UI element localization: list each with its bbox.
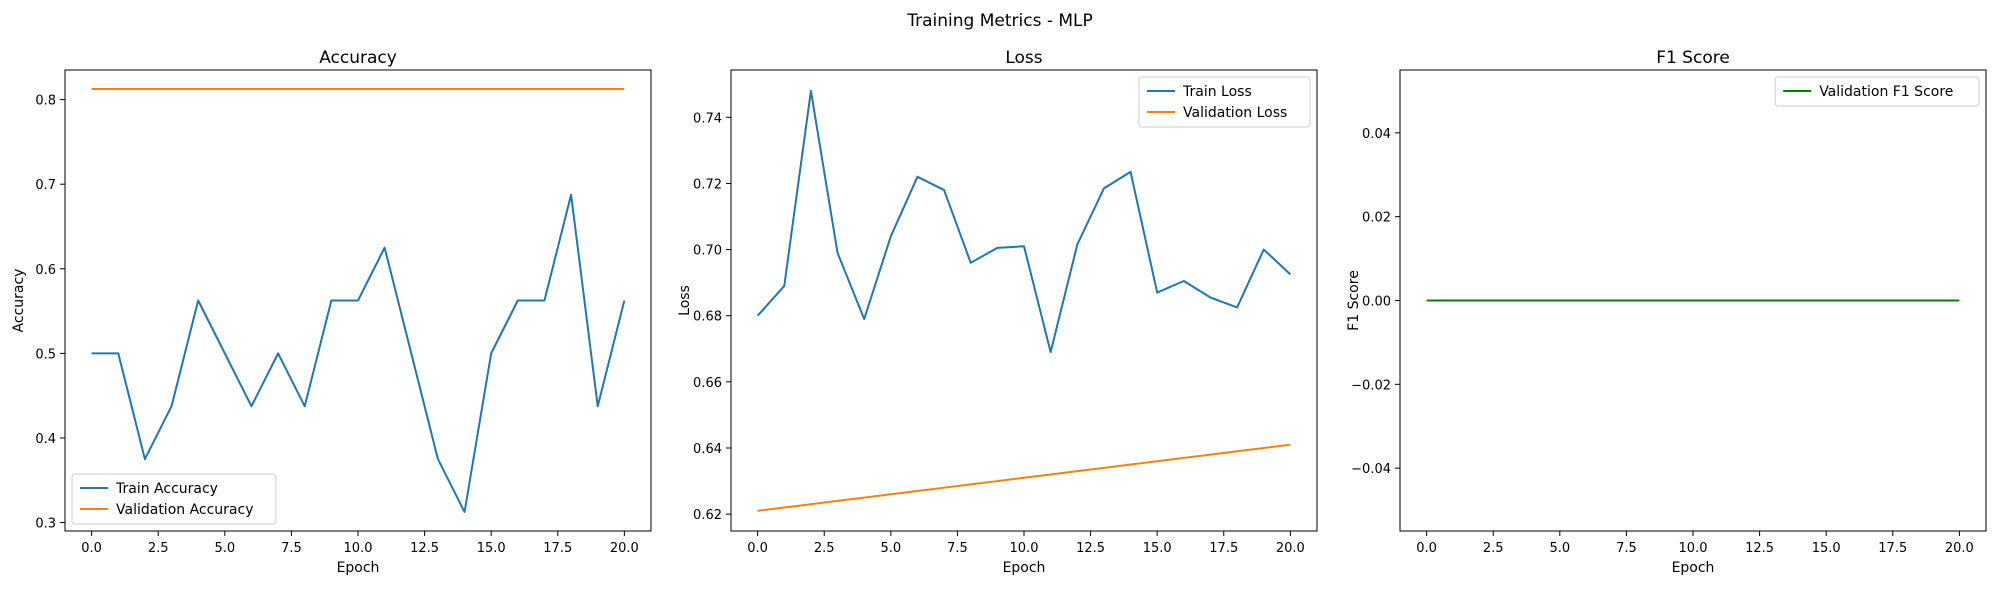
y-axis-label: F1 Score — [1346, 270, 1362, 331]
y-tick-label: 0.66 — [693, 376, 722, 391]
y-tick-label: 0.7 — [35, 178, 56, 193]
y-axis-label: Accuracy — [11, 269, 27, 333]
x-tick-label: 7.5 — [1616, 541, 1637, 556]
x-tick-label: 5.0 — [1549, 541, 1570, 556]
y-tick-label: 0.4 — [35, 432, 56, 447]
panel-title: Accuracy — [319, 48, 397, 68]
y-tick-label: 0.64 — [693, 442, 722, 457]
x-tick-label: 0.0 — [1416, 541, 1437, 556]
x-tick-label: 15.0 — [1143, 541, 1172, 556]
legend-entry: Train Loss — [1182, 84, 1252, 100]
x-axis-label: Epoch — [1003, 560, 1046, 576]
x-tick-label: 17.5 — [1878, 541, 1907, 556]
y-tick-label: 0.72 — [693, 177, 722, 192]
x-tick-label: 0.0 — [81, 541, 102, 556]
x-tick-label: 20.0 — [610, 541, 639, 556]
x-tick-label: 12.5 — [1745, 541, 1774, 556]
y-tick-label: 0.70 — [693, 244, 722, 259]
chart-panel-3: F1 Score 0.0 2.5 5.0 7.5 10.0 12.5 15.0 17.5 20.0… — [1346, 48, 1987, 576]
series-lines — [756, 89, 1292, 512]
legend-entry: Validation F1 Score — [1819, 84, 1953, 100]
panels: Accuracy 0.0 2.5 5.0 7.5 10.0 12.5 15.0 17.5 20.0… — [11, 48, 1987, 576]
legend-box — [71, 473, 277, 525]
legend-entry: Validation Loss — [1183, 105, 1287, 121]
x-tick-label: 10.0 — [344, 541, 373, 556]
legend: Train Accuracy Validation Accuracy — [71, 473, 277, 525]
y-tick-label: 0.6 — [35, 263, 56, 278]
panel-title: Loss — [1005, 48, 1042, 68]
x-tick-label: 2.5 — [1483, 541, 1504, 556]
legend: Train Loss Validation Loss — [1138, 76, 1311, 128]
legend-box — [1138, 76, 1311, 128]
y-tick-label: 0.00 — [1362, 295, 1391, 310]
y-tick-label: 0.02 — [1362, 211, 1391, 226]
series-line-1 — [756, 89, 1292, 354]
x-tick-label: 2.5 — [814, 541, 835, 556]
x-tick-label: 7.5 — [947, 541, 968, 556]
x-tick-label: 10.0 — [1679, 541, 1708, 556]
y-tick-label: 0.5 — [35, 347, 56, 362]
x-tick-label: 20.0 — [1945, 541, 1974, 556]
x-axis-label: Epoch — [337, 560, 380, 576]
y-tick-label: −0.02 — [1351, 378, 1391, 393]
x-tick-label: 0.0 — [747, 541, 768, 556]
x-tick-label: 12.5 — [1076, 541, 1105, 556]
x-tick-label: 2.5 — [148, 541, 169, 556]
x-tick-label: 12.5 — [410, 541, 439, 556]
y-tick-label: 0.74 — [693, 111, 722, 126]
panel-title: F1 Score — [1656, 48, 1730, 68]
x-tick-label: 17.5 — [1209, 541, 1238, 556]
chart-panel-2: Loss 0.0 2.5 5.0 7.5 10.0 12.5 15.0 17.5 20.0 0.62… — [677, 48, 1318, 576]
x-tick-label: 10.0 — [1010, 541, 1039, 556]
chart-panel-1: Accuracy 0.0 2.5 5.0 7.5 10.0 12.5 15.0 17.5 20.0… — [11, 48, 652, 576]
x-tick-label: 20.0 — [1276, 541, 1305, 556]
series-lines — [91, 88, 626, 513]
y-tick-label: 0.3 — [35, 517, 56, 532]
y-tick-label: 0.68 — [693, 310, 722, 325]
x-tick-label: 5.0 — [880, 541, 901, 556]
series-line-2 — [757, 443, 1291, 512]
legend: Validation F1 Score — [1774, 76, 1980, 107]
series-line-1 — [91, 193, 626, 513]
y-tick-label: 0.8 — [35, 94, 56, 109]
legend-entry: Train Accuracy — [115, 481, 218, 497]
x-tick-label: 15.0 — [477, 541, 506, 556]
x-axis-label: Epoch — [1672, 560, 1715, 576]
x-tick-label: 15.0 — [1812, 541, 1841, 556]
figure-title: Training Metrics - MLP — [906, 11, 1093, 31]
y-tick-label: 0.62 — [693, 508, 722, 523]
x-tick-label: 17.5 — [543, 541, 572, 556]
x-tick-label: 5.0 — [214, 541, 235, 556]
legend-box — [1774, 76, 1980, 107]
legend-entry: Validation Accuracy — [116, 502, 254, 518]
y-tick-label: −0.04 — [1351, 462, 1391, 477]
y-tick-label: 0.04 — [1362, 127, 1391, 142]
y-axis-label: Loss — [677, 285, 693, 316]
x-tick-label: 7.5 — [281, 541, 302, 556]
